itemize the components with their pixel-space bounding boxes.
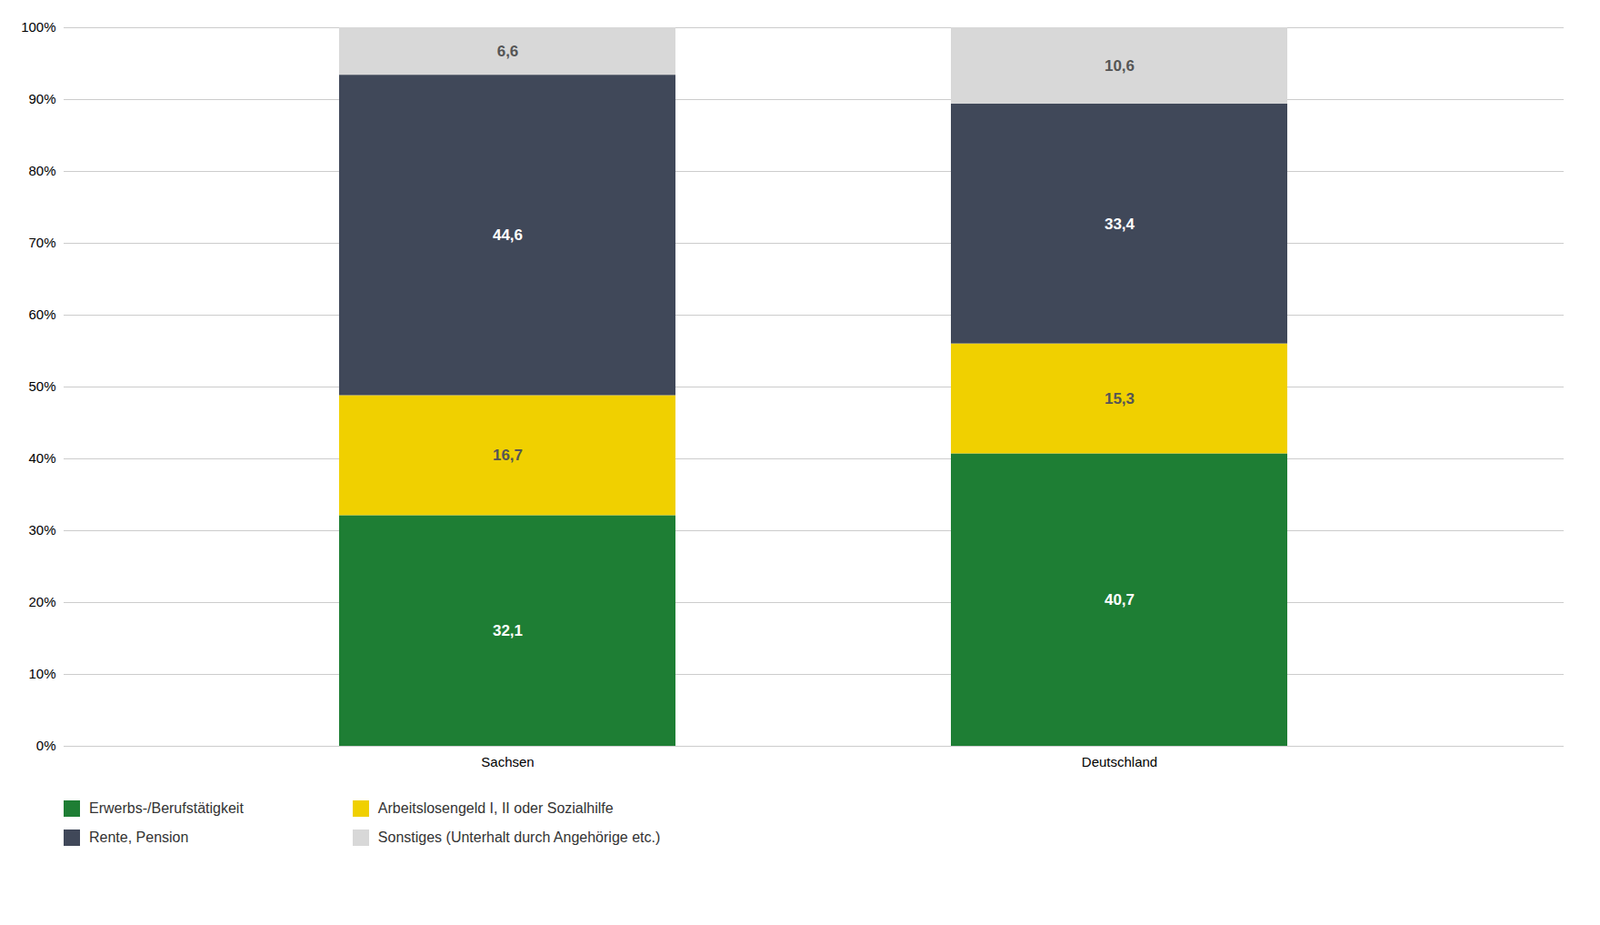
svg-text:40%: 40% [28, 450, 56, 466]
svg-text:100%: 100% [20, 19, 56, 35]
svg-text:10%: 10% [28, 665, 56, 681]
svg-text:44,6: 44,6 [492, 226, 523, 244]
html-text:Sonstiges (Unterhalt durch Ang: Sonstiges (Unterhalt durch Angehörige et… [378, 829, 661, 845]
svg-text:Sachsen: Sachsen [480, 753, 534, 770]
svg-text:0%: 0% [36, 737, 57, 753]
svg-text:90%: 90% [28, 90, 56, 107]
svg-text:30%: 30% [28, 521, 56, 538]
svg-text:60%: 60% [28, 306, 56, 322]
html-text:Erwerbs-/Berufstätigkeit: Erwerbs-/Berufstätigkeit [89, 800, 244, 816]
svg-text:16,7: 16,7 [492, 446, 523, 464]
html-text:Arbeitslosengeld I, II oder So: Arbeitslosengeld I, II oder Sozialhilfe [378, 800, 614, 816]
svg-text:Deutschland: Deutschland [1081, 753, 1158, 770]
svg-text:50%: 50% [28, 378, 56, 394]
svg-text:33,4: 33,4 [1104, 215, 1136, 233]
svg-text:15,3: 15,3 [1104, 390, 1135, 408]
svg-text:70%: 70% [28, 234, 56, 250]
svg-text:40,7: 40,7 [1104, 590, 1135, 609]
svg-text:32,1: 32,1 [492, 621, 523, 640]
svg-text:20%: 20% [28, 593, 56, 610]
svg-text:80%: 80% [28, 162, 56, 179]
html-text:Rente, Pension: Rente, Pension [89, 829, 189, 845]
svg-text:6,6: 6,6 [497, 42, 520, 60]
svg-text:10,6: 10,6 [1104, 57, 1135, 75]
